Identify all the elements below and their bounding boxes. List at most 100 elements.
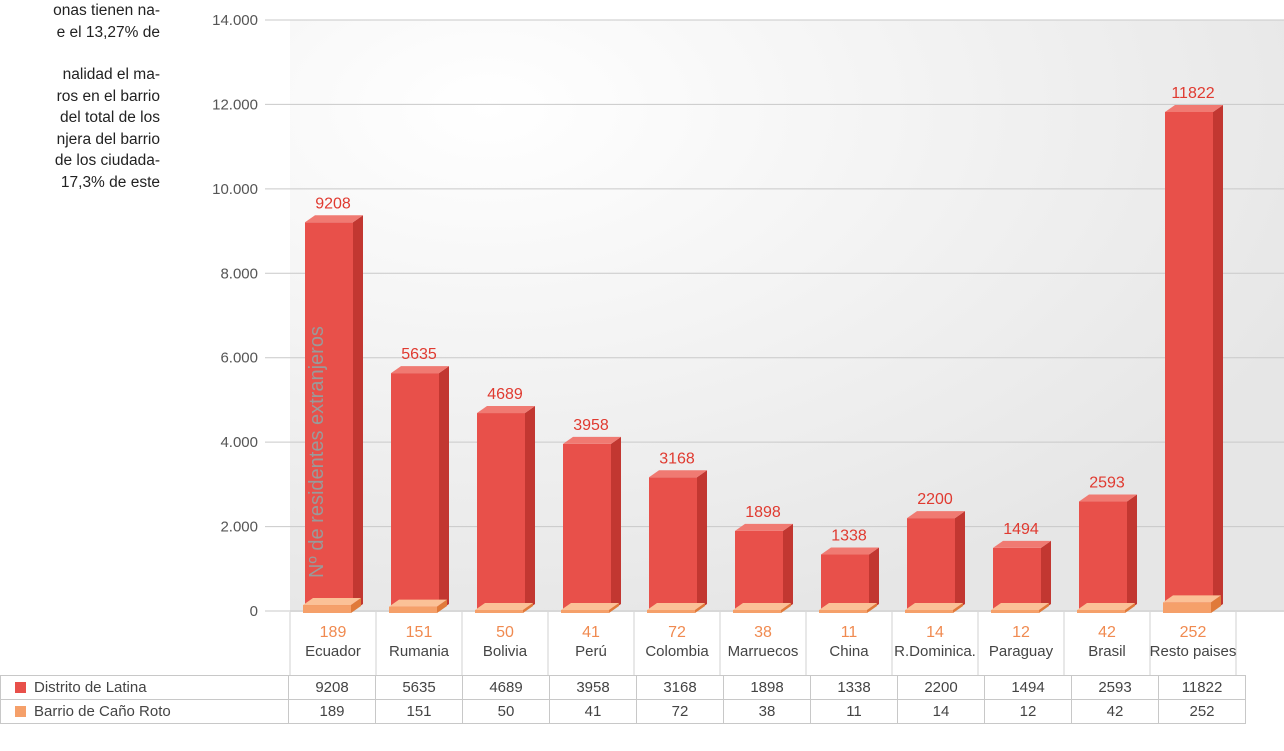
bar-canoroto — [303, 605, 351, 613]
y-tick-label: 0 — [250, 603, 258, 620]
bar-latina-side — [697, 470, 707, 611]
y-tick-label: 6.000 — [220, 350, 258, 367]
bar-canoroto — [819, 610, 867, 613]
table-cell: 14 — [897, 699, 985, 724]
bar-canoroto — [1163, 602, 1211, 613]
text-line: 17,3% de este — [60, 173, 160, 191]
y-axis-label: Nº de residentes extranjeros — [306, 326, 328, 578]
bar-canoroto-top — [1163, 595, 1221, 603]
bar-latina-top — [305, 215, 363, 223]
data-label-canoroto: 38 — [754, 624, 772, 641]
bar-canoroto — [1077, 610, 1125, 613]
data-label-latina: 3168 — [659, 450, 695, 467]
bar-canoroto-top — [389, 599, 447, 607]
legend-entry: Barrio de Caño Roto — [0, 699, 289, 724]
bar-latina-top — [735, 523, 793, 531]
text-line: onas tienen na- — [53, 2, 160, 19]
bar-latina — [391, 373, 439, 611]
table-cell: 9208 — [288, 675, 376, 700]
bar-canoroto — [561, 610, 609, 613]
bar-latina-top — [649, 470, 707, 478]
bar-latina — [907, 518, 955, 611]
data-labels: 9208 189 5635 151 4689 50 3958 41 3168 72 1898 38 13… — [315, 85, 1215, 641]
bar-canoroto-top — [905, 603, 963, 610]
bar-canoroto-side — [437, 599, 447, 613]
table-cell: 151 — [375, 699, 463, 724]
data-label-canoroto: 72 — [668, 624, 686, 641]
text-line: e el 13,27% de — [56, 23, 160, 41]
bar-canoroto-side — [523, 603, 533, 613]
data-table-row: Barrio de Caño Roto 189 151 50 41 72 38 11 14 12 4… — [0, 699, 1246, 724]
data-label-latina: 2593 — [1089, 475, 1125, 492]
table-cell: 1338 — [810, 675, 898, 700]
table-cell: 4689 — [462, 675, 550, 700]
text-line: nalidad el ma- — [62, 66, 160, 83]
text-line: de los ciudada- — [54, 152, 160, 169]
y-tick-label: 14.000 — [212, 12, 258, 29]
table-cell: 11 — [810, 699, 898, 724]
legend-series-name: Barrio de Caño Roto — [34, 703, 171, 720]
category-area: Ecuador Rumania Bolivia Perú Colombia Marruec… — [289, 612, 1237, 675]
category-label: Resto paises — [1150, 643, 1237, 660]
bar-chart: 02.0004.0006.0008.00010.00012.00014.000 … — [212, 12, 1284, 675]
bar-canoroto-side — [695, 602, 705, 613]
category-label: Ecuador — [305, 643, 361, 660]
table-cell: 11822 — [1158, 675, 1246, 700]
category-label: R.Dominica. — [894, 643, 976, 660]
bar-latina-top — [907, 511, 965, 519]
data-label-latina: 1338 — [831, 528, 867, 545]
table-cell: 5635 — [375, 675, 463, 700]
bar-canoroto-top — [475, 603, 533, 610]
bar-canoroto-side — [867, 603, 877, 613]
bar-latina-top — [477, 406, 535, 414]
bar-canoroto — [647, 609, 695, 613]
bar-latina-top — [993, 540, 1051, 548]
data-label-latina: 1494 — [1003, 521, 1039, 538]
table-cell: 72 — [636, 699, 724, 724]
bar-latina-top — [1165, 104, 1223, 112]
table-cell: 41 — [549, 699, 637, 724]
legend-entry: Distrito de Latina — [0, 675, 289, 700]
bar-latina — [993, 547, 1041, 611]
table-cell: 42 — [1071, 699, 1159, 724]
bar-latina-top — [821, 547, 879, 555]
y-tick-label: 8.000 — [220, 265, 258, 282]
bar-latina-side — [1041, 540, 1051, 611]
y-tick-label: 2.000 — [220, 519, 258, 536]
table-cell: 252 — [1158, 699, 1246, 724]
bar-canoroto-top — [647, 602, 705, 610]
y-tick-label: 12.000 — [212, 96, 258, 113]
bar-latina-top — [391, 366, 449, 374]
bar-latina — [563, 443, 611, 611]
bar-latina-top — [1079, 494, 1137, 502]
legend-swatch — [15, 706, 26, 717]
data-label-latina: 4689 — [487, 386, 523, 403]
bar-latina — [1165, 111, 1213, 611]
bar-canoroto — [733, 610, 781, 613]
bar-canoroto-top — [819, 603, 877, 610]
text-line: njera del barrio — [56, 130, 160, 148]
data-table-row: Distrito de Latina 9208 5635 4689 3958 3168 18… — [0, 675, 1246, 700]
bar-canoroto-side — [781, 603, 791, 613]
data-label-latina: 5635 — [401, 346, 437, 363]
data-label-latina: 2200 — [917, 491, 953, 508]
data-label-latina: 9208 — [315, 195, 351, 212]
category-label: Marruecos — [728, 643, 799, 660]
bar-latina-side — [353, 215, 363, 611]
bar-canoroto-side — [1125, 603, 1135, 613]
y-tick-label: 4.000 — [220, 434, 258, 451]
data-label-canoroto: 252 — [1180, 624, 1207, 641]
bar-latina-top — [563, 436, 621, 444]
bar-canoroto-side — [1211, 595, 1221, 613]
table-cell: 38 — [723, 699, 811, 724]
data-label-canoroto: 151 — [406, 624, 433, 641]
bar-latina — [477, 413, 525, 611]
data-label-canoroto: 41 — [582, 624, 600, 641]
data-label-canoroto: 50 — [496, 624, 514, 641]
bar-canoroto-side — [609, 603, 619, 613]
bar-latina — [735, 530, 783, 611]
bar-latina-side — [1213, 104, 1223, 611]
table-cell: 2200 — [897, 675, 985, 700]
category-label: Colombia — [645, 643, 709, 660]
bar-canoroto — [905, 610, 953, 613]
